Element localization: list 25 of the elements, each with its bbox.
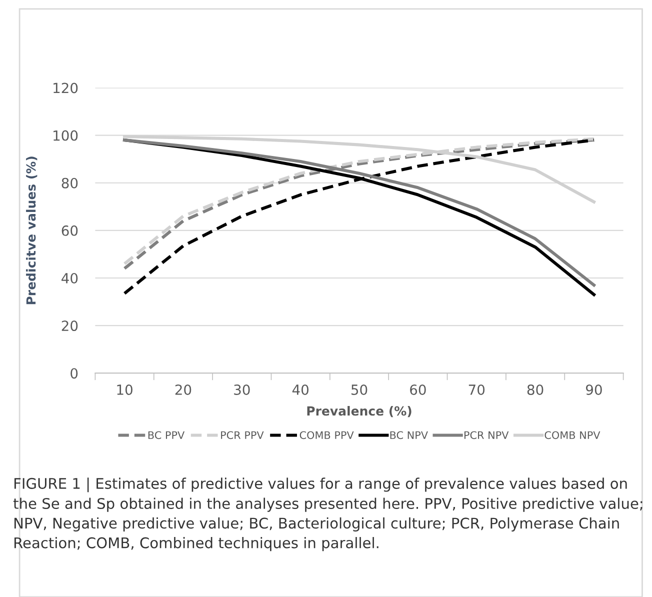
legend-label: COMB PPV <box>300 431 354 440</box>
legend-label: COMB NPV <box>544 431 600 440</box>
y-axis-title: Predicitve values (%) <box>26 156 38 304</box>
y-tick-label: 60 <box>62 225 78 236</box>
y-tick-label: 0 <box>70 368 78 379</box>
caption: FIGURE 1 | Estimates of predictive values for a range of prevalence values based on the Se and Sp obtained in the analyses presented here. PPV, Positive predictive value; NPV, Negative predictive value; BC, Bacteriological culture; PCR, Polymerase Chain Reaction; COMB, Combined techniques in parallel. <box>13 478 642 552</box>
x-tick-label: 40 <box>292 384 308 395</box>
y-tick-label: 80 <box>62 178 78 188</box>
y-tick-label: 20 <box>62 320 78 332</box>
x-tick-label: 20 <box>175 384 192 395</box>
x-tick-label: 60 <box>410 384 426 395</box>
x-tick-label: 80 <box>527 384 544 395</box>
x-tick-label: 30 <box>234 384 250 395</box>
x-tick-label: 90 <box>586 384 602 395</box>
y-tick-label: 120 <box>54 82 78 94</box>
legend-label: PCR NPV <box>464 431 509 440</box>
y-tick-label: 40 <box>62 272 78 284</box>
y-tick-label: 100 <box>54 130 78 141</box>
x-tick-label: 70 <box>468 384 485 395</box>
legend-label: PCR PPV <box>221 431 264 440</box>
legend-label: BC PPV <box>148 431 185 440</box>
x-tick-label: 10 <box>117 384 132 395</box>
x-tick-label: 50 <box>351 384 368 395</box>
x-axis-title: Prevalence (%) <box>307 406 412 418</box>
legend-label: BC NPV <box>390 431 428 440</box>
